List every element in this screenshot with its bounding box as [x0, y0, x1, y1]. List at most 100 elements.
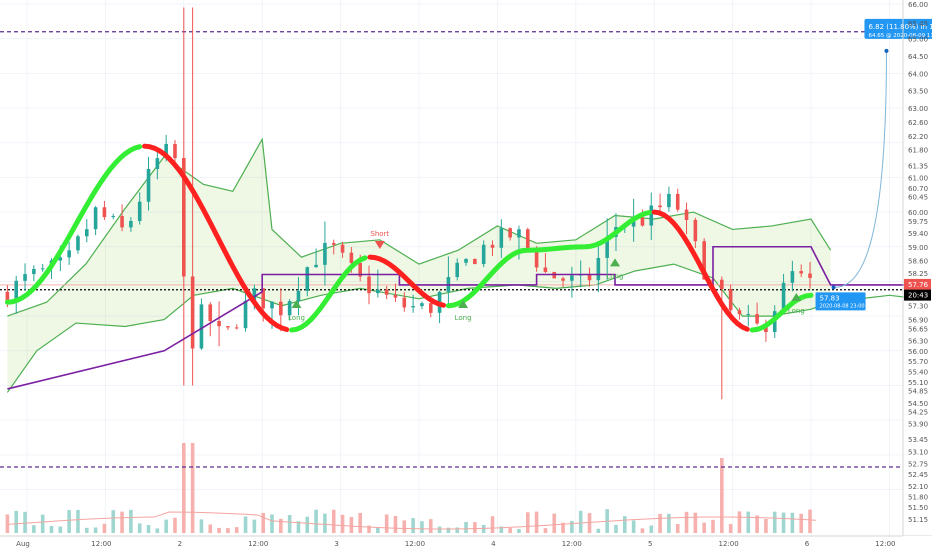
volume-bar — [658, 513, 662, 533]
trend-wave-up — [4, 144, 143, 305]
y-tick-label: 52.10 — [908, 483, 928, 491]
volume-bar — [490, 516, 495, 533]
projection-start-dot — [831, 285, 836, 290]
volume-bar — [155, 528, 160, 533]
candle-body — [173, 143, 177, 159]
projection-label-main: 6.82 (11.80%) in 12h — [868, 23, 932, 31]
candle-body — [490, 244, 495, 248]
candle-body — [411, 306, 415, 308]
volume-bars — [5, 443, 816, 533]
candle-body — [596, 257, 601, 281]
y-tick-label: 52.45 — [908, 471, 928, 479]
y-tick-label: 54.50 — [908, 400, 928, 408]
position-marker-price: 57.83 — [820, 294, 840, 302]
y-tick-label: 52.75 — [908, 461, 928, 469]
countdown-text: 20:43 — [908, 292, 928, 300]
candle-body — [384, 289, 389, 295]
candle-body — [323, 242, 327, 265]
candle-body — [155, 158, 160, 169]
volume-bar — [552, 513, 557, 533]
volume-bar — [525, 512, 530, 533]
candle-body — [243, 300, 248, 329]
candle-body — [702, 241, 706, 280]
long-signal-arrow — [610, 258, 620, 267]
candle-body — [67, 250, 71, 258]
y-tick-label: 55.10 — [908, 379, 928, 387]
volume-bar — [631, 520, 636, 533]
volume-ma-line — [7, 511, 816, 530]
projection-end-dot — [884, 48, 889, 53]
candle-body — [340, 244, 345, 253]
volume-bar — [111, 510, 116, 533]
position-marker-date: 2020-08-08 23:00 — [820, 303, 865, 309]
candle-body — [287, 301, 292, 316]
volume-bar — [14, 510, 19, 533]
axis-corner — [903, 536, 932, 550]
candle-body — [296, 290, 301, 302]
candle-body — [376, 289, 380, 294]
volume-bar — [93, 527, 98, 533]
y-tick-label: 57.30 — [908, 303, 928, 311]
candle-body — [508, 228, 512, 238]
candle-body — [93, 207, 98, 230]
y-tick-label: 54.25 — [908, 408, 928, 416]
volume-bar — [182, 443, 186, 533]
volume-bar — [755, 515, 759, 533]
y-tick-label: 60.00 — [908, 209, 928, 217]
candle-body — [640, 217, 645, 226]
y-tick-label: 63.50 — [908, 88, 928, 96]
volume-bar — [358, 512, 362, 533]
y-tick-label: 56.90 — [908, 317, 928, 325]
candle-body — [693, 219, 698, 242]
y-tick-label: 62.60 — [908, 119, 928, 127]
candle-body — [208, 304, 213, 322]
volume-bar — [252, 519, 257, 533]
volume-bar — [561, 522, 565, 533]
volume-bar — [331, 509, 336, 533]
volume-bar — [517, 528, 521, 533]
candle-body — [481, 244, 486, 265]
candle-body — [455, 262, 460, 278]
volume-bar — [543, 528, 548, 533]
candle-body — [570, 275, 574, 281]
x-axis[interactable]: Aug12:00212:00312:00412:00512:00612:0071… — [16, 540, 932, 548]
y-tick-label: 53.90 — [908, 421, 928, 429]
projection: 6.82 (11.80%) in 12h 64.65 @ 2020-08-09 1… — [815, 18, 932, 311]
volume-bar — [261, 512, 265, 533]
current-price-tag — [904, 278, 931, 290]
volume-bar — [376, 527, 380, 533]
candle-body — [358, 262, 362, 277]
trend-wave-down — [651, 209, 750, 332]
volume-bar — [173, 517, 177, 533]
candle-body — [349, 252, 354, 263]
y-tick-label: 61.00 — [908, 174, 928, 182]
x-tick-label: 12:00 — [248, 540, 268, 548]
candle-body — [331, 242, 336, 245]
cloud-fill — [7, 139, 831, 393]
x-tick-label: Aug — [16, 540, 30, 548]
volume-bar — [102, 523, 107, 533]
candle-body — [102, 207, 107, 218]
candle-body — [561, 278, 565, 281]
volume-bar — [340, 514, 345, 533]
volume-bar — [146, 525, 151, 533]
volume-bar — [49, 525, 54, 533]
volume-bar — [640, 528, 645, 533]
candle-body — [270, 301, 274, 309]
projection-label-sub: 64.65 @ 2020-08-09 11:00 — [868, 33, 932, 39]
y-tick-label: 61.35 — [908, 162, 928, 170]
volume-bar — [367, 525, 371, 533]
candle-body — [790, 271, 795, 283]
volume-bar — [164, 519, 168, 533]
candle-body — [182, 158, 186, 277]
volume-bar — [570, 520, 574, 533]
volume-bar — [437, 526, 442, 533]
candle-body — [252, 288, 257, 301]
volume-bar — [323, 513, 327, 533]
volume-bar — [578, 510, 583, 533]
volume-bar — [287, 514, 292, 533]
volume-bar — [23, 511, 27, 533]
y-tick-label: 54.85 — [908, 388, 928, 396]
